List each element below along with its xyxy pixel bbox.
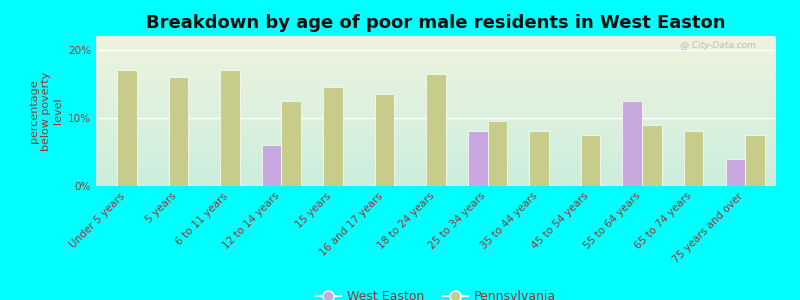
Bar (726, 159, 745, 186)
Bar (581, 135, 600, 186)
Bar (468, 131, 487, 186)
Bar (262, 145, 282, 186)
Bar (684, 131, 703, 186)
Bar (220, 70, 240, 186)
Bar (374, 94, 394, 186)
Y-axis label: percentage
below poverty
level: percentage below poverty level (30, 71, 62, 151)
Bar (282, 101, 301, 186)
Bar (622, 101, 642, 186)
Bar (642, 124, 662, 186)
Bar (169, 77, 188, 186)
Bar (117, 70, 137, 186)
Bar (323, 87, 342, 186)
Bar (745, 135, 765, 186)
Bar (487, 121, 507, 186)
Title: Breakdown by age of poor male residents in West Easton: Breakdown by age of poor male residents … (146, 14, 726, 32)
Bar (530, 131, 549, 186)
Bar (426, 74, 446, 186)
Legend: West Easton, Pennsylvania: West Easton, Pennsylvania (310, 285, 562, 300)
Text: @ City-Data.com: @ City-Data.com (680, 40, 755, 50)
